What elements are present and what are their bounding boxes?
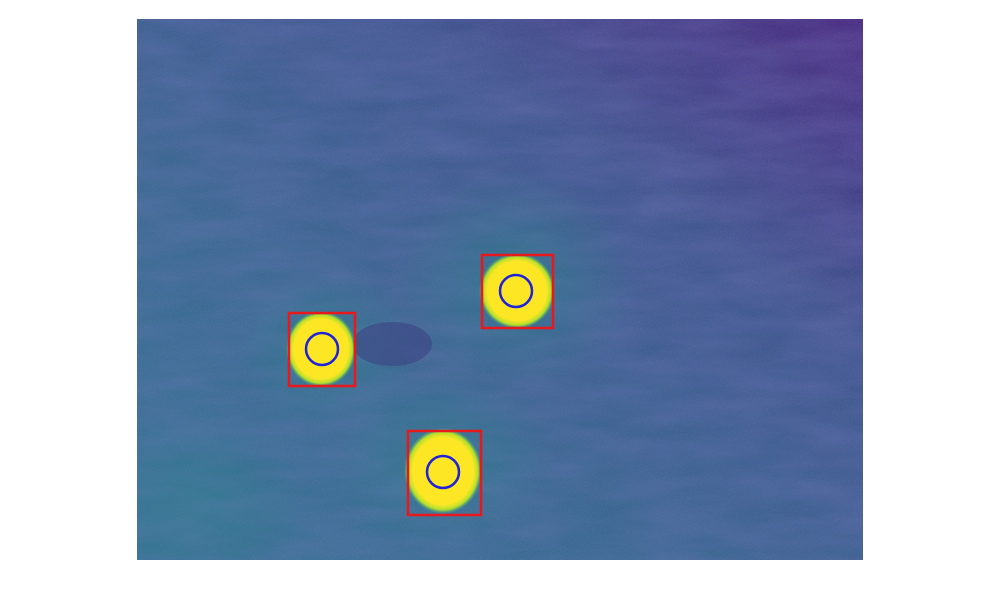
microscopy-image: [137, 19, 863, 560]
detection-3: [406, 429, 483, 517]
detection-2: [287, 311, 357, 388]
glow-region: [137, 419, 307, 560]
cell-blob: [286, 311, 356, 387]
center-circle: [425, 454, 461, 490]
center-circle: [304, 331, 340, 367]
cell-blob: [479, 253, 555, 329]
bounding-box: [287, 311, 357, 388]
cell-blob: [404, 428, 482, 514]
dark-region: [352, 322, 432, 366]
bounding-box: [406, 429, 483, 517]
center-circle: [498, 273, 534, 309]
detection-1: [480, 253, 555, 330]
bounding-box: [480, 253, 555, 330]
